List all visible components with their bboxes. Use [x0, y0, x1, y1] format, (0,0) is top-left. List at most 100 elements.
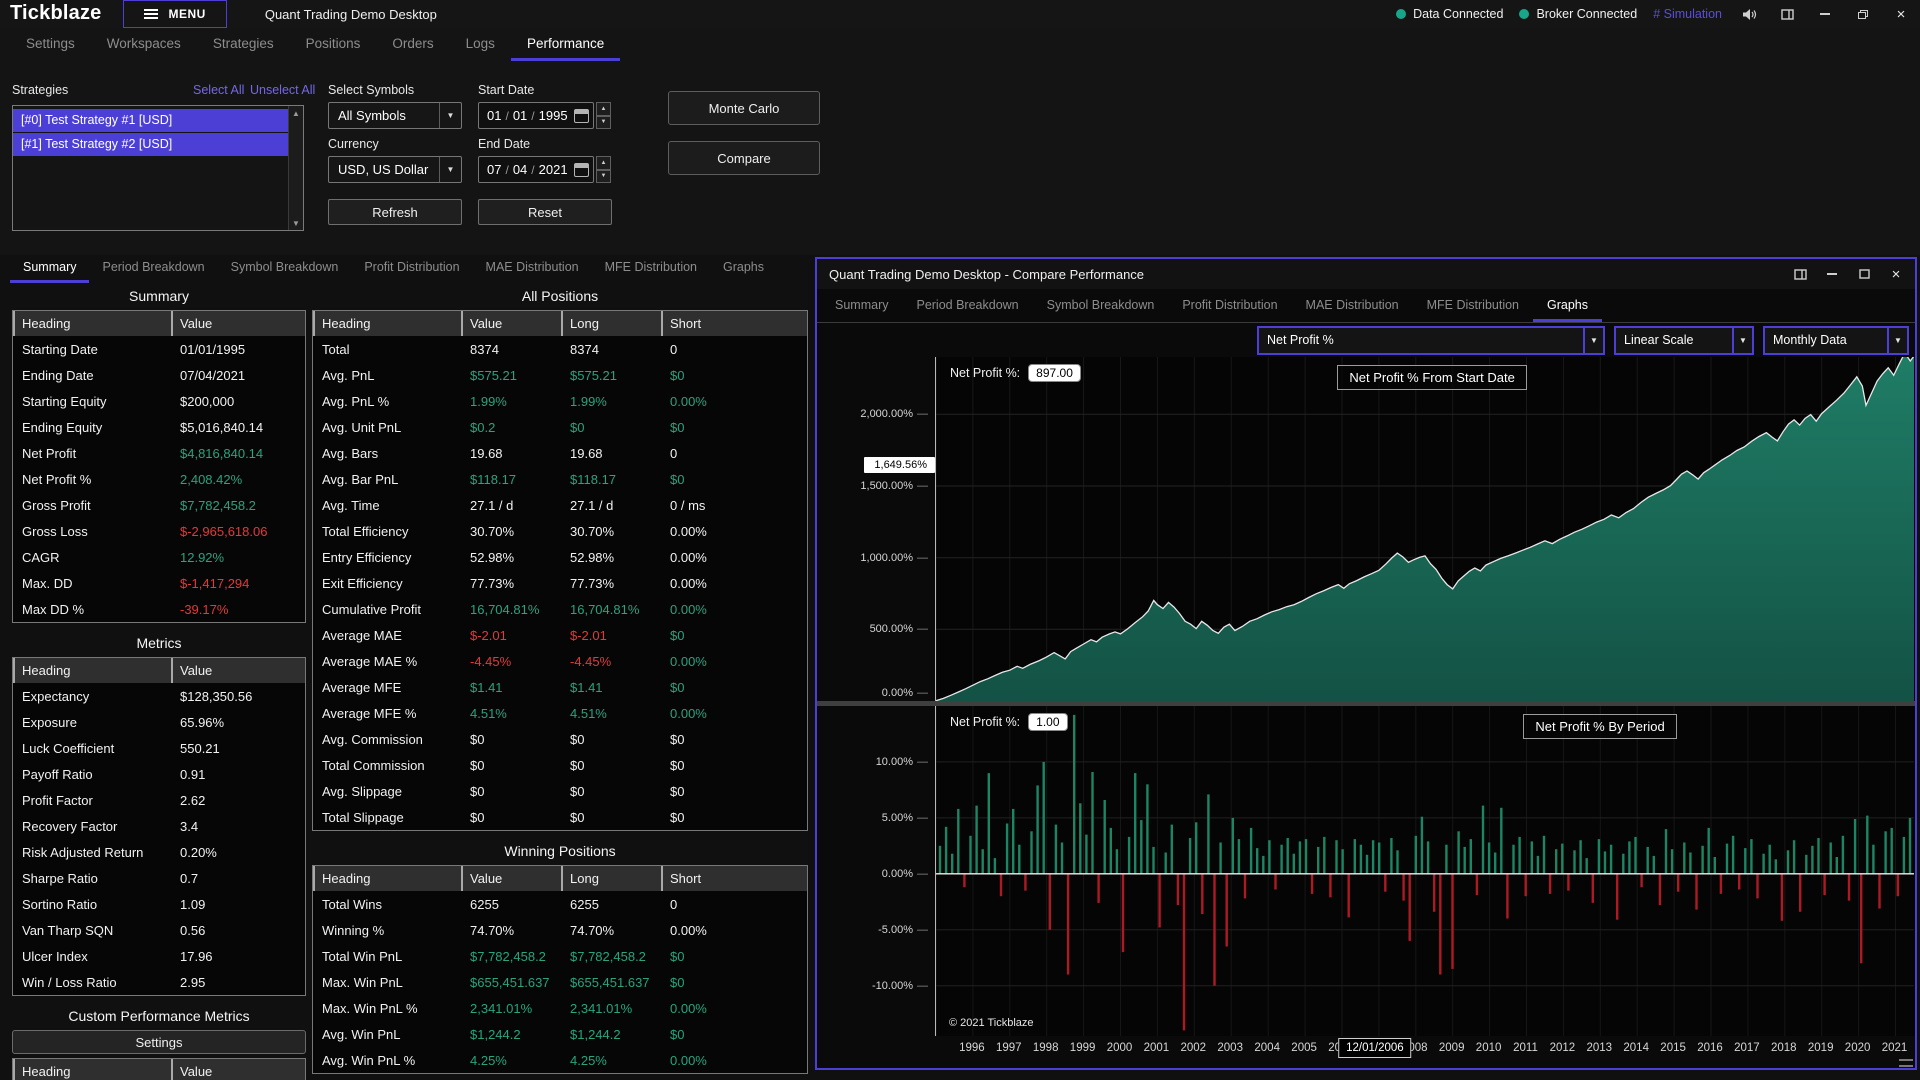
y-axis-tick-label: -10.00%—	[872, 980, 928, 992]
tab-profit-distribution[interactable]: Profit Distribution	[351, 256, 472, 283]
equity-chart-y-axis: 0.00%—500.00%—1,000.00%—1,500.00%—2,000.…	[817, 357, 935, 701]
y-axis-tick-label: 1,500.00%—	[860, 480, 928, 492]
minimize-button[interactable]	[1821, 264, 1843, 284]
column-header[interactable]: Short	[661, 866, 807, 891]
column-header[interactable]: Value	[171, 311, 305, 336]
pin-panel-icon[interactable]	[1789, 264, 1811, 284]
start-month-input[interactable]: 01	[487, 108, 501, 123]
tab-performance[interactable]: Performance	[511, 30, 620, 61]
strategy-list-item[interactable]: [#0] Test Strategy #1 [USD]	[13, 109, 288, 132]
period-dropdown[interactable]: Monthly Data ▼	[1763, 326, 1909, 355]
tab-mfe-distribution[interactable]: MFE Distribution	[1413, 293, 1533, 322]
tab-settings[interactable]: Settings	[10, 30, 91, 61]
date-up-icon[interactable]: ▲	[596, 156, 611, 170]
pin-panel-icon[interactable]	[1776, 4, 1798, 24]
performance-tabs: SummaryPeriod BreakdownSymbol BreakdownP…	[0, 255, 810, 283]
data-connected-status: Data Connected	[1396, 7, 1503, 21]
scroll-down-icon[interactable]: ▼	[289, 216, 303, 230]
row-value: $0	[661, 466, 807, 492]
tab-period-breakdown[interactable]: Period Breakdown	[902, 293, 1032, 322]
row-value: 0	[661, 891, 807, 917]
tab-orders[interactable]: Orders	[376, 30, 449, 61]
close-button[interactable]: ×	[1885, 264, 1907, 284]
scale-dropdown[interactable]: Linear Scale ▼	[1614, 326, 1754, 355]
compare-window-title: Quant Trading Demo Desktop - Compare Per…	[829, 267, 1144, 282]
column-header[interactable]: Heading	[313, 866, 461, 891]
close-button[interactable]: ×	[1890, 4, 1912, 24]
period-chart-plot[interactable]: Net Profit %: 1.00 Net Profit % By Perio…	[935, 706, 1915, 1036]
refresh-button[interactable]: Refresh	[328, 199, 462, 225]
row-value: $-2.01	[561, 622, 661, 648]
tab-summary[interactable]: Summary	[821, 293, 902, 322]
row-value: 0.56	[171, 917, 305, 943]
speaker-icon[interactable]	[1738, 4, 1760, 24]
row-heading: Gross Loss	[13, 518, 171, 544]
tab-summary[interactable]: Summary	[10, 256, 89, 283]
column-header[interactable]: Heading	[13, 311, 171, 336]
date-down-icon[interactable]: ▼	[596, 170, 611, 184]
minimize-button[interactable]	[1814, 4, 1836, 24]
tab-symbol-breakdown[interactable]: Symbol Breakdown	[218, 256, 352, 283]
calendar-icon[interactable]	[574, 163, 589, 177]
monte-carlo-button[interactable]: Monte Carlo	[668, 91, 820, 125]
table-row: Recovery Factor3.4	[13, 813, 305, 839]
tab-mfe-distribution[interactable]: MFE Distribution	[592, 256, 710, 283]
tab-mae-distribution[interactable]: MAE Distribution	[473, 256, 592, 283]
column-header[interactable]: Value	[461, 866, 561, 891]
tab-symbol-breakdown[interactable]: Symbol Breakdown	[1033, 293, 1169, 322]
custom-metrics-settings-button[interactable]: Settings	[12, 1030, 306, 1054]
start-day-input[interactable]: 01	[513, 108, 527, 123]
row-value: -4.45%	[561, 648, 661, 674]
tab-graphs[interactable]: Graphs	[1533, 293, 1602, 322]
row-value: 8374	[461, 336, 561, 362]
row-value: 550.21	[171, 735, 305, 761]
tab-workspaces[interactable]: Workspaces	[91, 30, 197, 61]
row-heading: Max. Win PnL %	[313, 995, 461, 1021]
calendar-icon[interactable]	[574, 109, 589, 123]
tab-graphs[interactable]: Graphs	[710, 256, 777, 283]
current-value-axis-marker: 1,649.56%	[864, 457, 935, 473]
tab-mae-distribution[interactable]: MAE Distribution	[1292, 293, 1413, 322]
column-header[interactable]: Heading	[313, 311, 461, 336]
currency-dropdown[interactable]: USD, US Dollar ▼	[328, 156, 462, 183]
compare-button[interactable]: Compare	[668, 141, 820, 175]
summary-column: Summary HeadingValueStarting Date01/01/1…	[12, 285, 306, 1080]
tab-strategies[interactable]: Strategies	[197, 30, 290, 61]
strategy-list-item[interactable]: [#1] Test Strategy #2 [USD]	[13, 133, 288, 156]
maximize-button[interactable]	[1853, 264, 1875, 284]
tab-logs[interactable]: Logs	[450, 30, 511, 61]
reset-button[interactable]: Reset	[478, 199, 612, 225]
select-all-link[interactable]: Select All	[193, 83, 244, 97]
symbols-dropdown[interactable]: All Symbols ▼	[328, 102, 462, 129]
resize-grip-icon[interactable]	[1899, 1059, 1913, 1067]
end-year-input[interactable]: 2021	[539, 162, 568, 177]
column-header[interactable]: Value	[461, 311, 561, 336]
column-header[interactable]: Heading	[13, 1059, 171, 1080]
date-down-icon[interactable]: ▼	[596, 116, 611, 130]
strategies-scrollbar[interactable]: ▲ ▼	[288, 106, 303, 230]
column-header[interactable]: Value	[171, 1059, 305, 1080]
date-up-icon[interactable]: ▲	[596, 102, 611, 116]
hamburger-icon	[144, 7, 158, 21]
graph-metric-dropdown[interactable]: Net Profit % ▼	[1257, 326, 1605, 355]
tab-period-breakdown[interactable]: Period Breakdown	[89, 256, 217, 283]
compare-window-titlebar[interactable]: Quant Trading Demo Desktop - Compare Per…	[817, 259, 1915, 289]
start-year-input[interactable]: 1995	[539, 108, 568, 123]
scroll-up-icon[interactable]: ▲	[289, 106, 303, 120]
column-header[interactable]: Long	[561, 311, 661, 336]
restore-button[interactable]	[1852, 4, 1874, 24]
unselect-all-link[interactable]: Unselect All	[250, 83, 315, 97]
x-axis-year-label: 2015	[1660, 1042, 1686, 1054]
tab-profit-distribution[interactable]: Profit Distribution	[1168, 293, 1291, 322]
menu-button[interactable]: MENU	[123, 0, 226, 28]
end-day-input[interactable]: 04	[513, 162, 527, 177]
tab-positions[interactable]: Positions	[290, 30, 377, 61]
equity-chart-plot[interactable]: Net Profit %: 897.00 Net Profit % From S…	[935, 357, 1915, 701]
column-header[interactable]: Heading	[13, 658, 171, 683]
y-axis-tick-label: 0.00%—	[882, 687, 928, 699]
row-value: 1.99%	[461, 388, 561, 414]
column-header[interactable]: Value	[171, 658, 305, 683]
column-header[interactable]: Short	[661, 311, 807, 336]
end-month-input[interactable]: 07	[487, 162, 501, 177]
column-header[interactable]: Long	[561, 866, 661, 891]
